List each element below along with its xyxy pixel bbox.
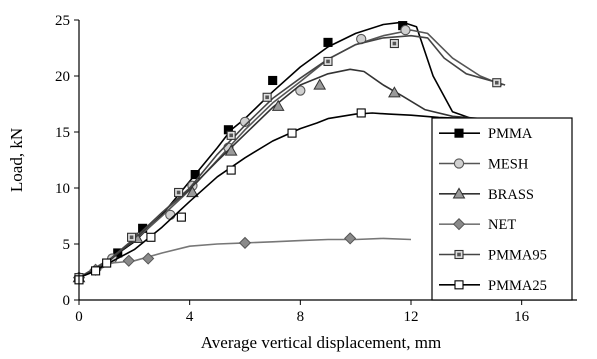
brass-marker bbox=[388, 86, 401, 98]
pmma95-marker bbox=[174, 187, 184, 198]
x-axis-title: Average vertical displacement, mm bbox=[201, 333, 441, 352]
legend-label-brass: BRASS bbox=[488, 187, 534, 203]
brass-marker bbox=[224, 144, 238, 156]
pmma25-line bbox=[78, 112, 467, 279]
pmma95-marker bbox=[226, 130, 236, 140]
net-marker bbox=[238, 236, 252, 249]
pmma-marker bbox=[454, 128, 464, 138]
net-marker bbox=[344, 232, 357, 245]
pmma25-series bbox=[74, 108, 467, 285]
mesh-line bbox=[78, 29, 503, 279]
legend-item-pmma25: PMMA25 bbox=[439, 278, 547, 294]
brass-marker bbox=[313, 78, 327, 90]
x-tick-label: 16 bbox=[514, 309, 530, 325]
net-marker bbox=[122, 254, 135, 267]
pmma25-marker bbox=[102, 258, 112, 268]
x-tick-label: 4 bbox=[186, 309, 194, 325]
pmma95-marker bbox=[127, 232, 137, 242]
brass-marker bbox=[186, 185, 199, 198]
pmma95-marker-inner bbox=[457, 252, 461, 257]
pmma-marker bbox=[190, 170, 200, 180]
pmma25-marker bbox=[146, 232, 156, 242]
legend-label-net: NET bbox=[488, 217, 516, 233]
net-marker bbox=[142, 252, 155, 265]
pmma25-marker bbox=[356, 108, 366, 118]
axes: 0 4 8 12 16 0 5 10 15 20 25 bbox=[55, 13, 577, 325]
mesh-marker bbox=[453, 158, 465, 169]
legend-box bbox=[431, 117, 573, 301]
legend-label-pmma95: PMMA95 bbox=[488, 248, 547, 264]
pmma25-marker bbox=[287, 128, 297, 138]
x-tick-label: 8 bbox=[297, 309, 305, 325]
pmma95-marker-inner bbox=[176, 190, 181, 195]
pmma-marker bbox=[268, 75, 278, 86]
mesh-marker bbox=[400, 24, 411, 36]
pmma95-marker bbox=[454, 249, 464, 260]
net-series bbox=[72, 232, 412, 284]
pmma95-marker bbox=[389, 38, 399, 49]
pmma-marker bbox=[323, 37, 333, 47]
y-tick-label: 5 bbox=[63, 237, 71, 253]
legend-label-pmma25: PMMA25 bbox=[488, 278, 547, 294]
pmma95-marker bbox=[323, 56, 333, 66]
legend-item-pmma95: PMMA95 bbox=[439, 248, 547, 264]
legend-item-brass: BRASS bbox=[439, 187, 534, 203]
pmma95-marker-inner bbox=[494, 80, 499, 85]
pmma95-marker-inner bbox=[265, 95, 269, 100]
pmma95-marker bbox=[492, 78, 502, 88]
pmma95-marker bbox=[262, 92, 272, 102]
pmma25-marker bbox=[226, 165, 236, 175]
legend-label-mesh: MESH bbox=[488, 157, 529, 173]
legend-item-pmma: PMMA bbox=[439, 126, 533, 142]
y-tick-label: 25 bbox=[55, 13, 70, 29]
y-tick-label: 20 bbox=[55, 69, 70, 85]
x-tick-label: 12 bbox=[404, 309, 419, 325]
brass-marker bbox=[452, 187, 466, 199]
pmma25-marker bbox=[176, 212, 186, 222]
pmma25-marker bbox=[454, 280, 464, 290]
x-tick-label: 0 bbox=[75, 309, 83, 325]
y-tick-label: 15 bbox=[55, 125, 70, 141]
y-tick-label: 0 bbox=[63, 293, 71, 309]
brass-marker bbox=[271, 99, 285, 111]
legend-item-net: NET bbox=[439, 217, 516, 233]
pmma25-marker bbox=[91, 266, 101, 276]
y-axis-title: Load, kN bbox=[7, 128, 26, 192]
pmma95-marker-inner bbox=[392, 41, 397, 46]
net-marker bbox=[452, 218, 466, 231]
legend-item-mesh: MESH bbox=[439, 157, 529, 173]
legend: PMMA MESH BRASS NET PMMA95 PMMA25 bbox=[431, 117, 573, 301]
legend-label-pmma: PMMA bbox=[488, 126, 533, 142]
mesh-marker bbox=[165, 209, 176, 221]
pmma95-marker-inner bbox=[229, 133, 233, 138]
y-tick-label: 10 bbox=[55, 181, 70, 197]
pmma95-line bbox=[78, 34, 506, 279]
pmma95-marker-inner bbox=[129, 235, 134, 240]
pmma95-marker-inner bbox=[326, 59, 330, 64]
